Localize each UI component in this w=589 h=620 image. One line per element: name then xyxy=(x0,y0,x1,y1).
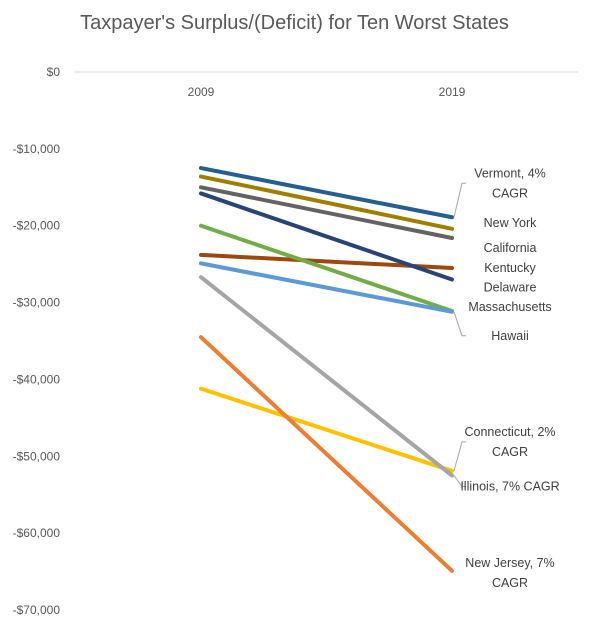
chart-title: Taxpayer's Surplus/(Deficit) for Ten Wor… xyxy=(80,12,509,34)
y-tick-label: $0 xyxy=(47,65,61,79)
series-label: Vermont, 4% xyxy=(474,166,546,180)
series-line xyxy=(199,386,454,473)
series-label: Delaware xyxy=(484,281,537,295)
series-label: New York xyxy=(484,216,538,230)
x-tick-label: 2009 xyxy=(188,85,215,99)
series-labels: Vermont, 4% CAGR New York California Kentuck… xyxy=(460,166,559,590)
series-label: CAGR xyxy=(492,445,528,459)
series-line xyxy=(199,261,454,314)
y-tick-label: -$10,000 xyxy=(13,142,61,156)
series-label: CAGR xyxy=(492,576,528,590)
leader-line xyxy=(453,475,466,487)
series-label: New Jersey, 7% xyxy=(465,556,554,570)
series-lines xyxy=(199,166,454,573)
x-axis-categories: 2009 2019 xyxy=(188,85,466,99)
series-label: Hawaii xyxy=(491,329,529,343)
label-leader-lines xyxy=(453,182,466,487)
y-tick-label: -$30,000 xyxy=(13,296,61,310)
series-line xyxy=(199,191,454,282)
y-tick-label: -$40,000 xyxy=(13,372,61,386)
y-axis-ticks: $0 -$10,000 -$20,000 -$30,000 -$40,000 -$50,0… xyxy=(13,65,61,617)
series-label: Kentucky xyxy=(484,261,536,275)
y-tick-label: -$60,000 xyxy=(13,526,61,540)
leader-line xyxy=(453,441,466,472)
series-label: CAGR xyxy=(492,186,528,200)
leader-line xyxy=(453,182,466,218)
series-line xyxy=(199,223,454,314)
series-label: California xyxy=(484,241,537,255)
x-tick-label: 2019 xyxy=(439,85,466,99)
y-tick-label: -$70,000 xyxy=(13,603,61,617)
series-label: Connecticut, 2% xyxy=(464,425,555,439)
series-label: Massachusetts xyxy=(468,300,551,314)
series-line xyxy=(199,166,454,220)
series-line xyxy=(199,275,454,478)
series-label: Illinois, 7% CAGR xyxy=(460,480,559,494)
series-line xyxy=(199,335,454,573)
y-tick-label: -$50,000 xyxy=(13,449,61,463)
leader-line xyxy=(453,311,466,337)
y-tick-label: -$20,000 xyxy=(13,219,61,233)
series-line xyxy=(199,174,454,231)
series-line xyxy=(199,185,454,241)
